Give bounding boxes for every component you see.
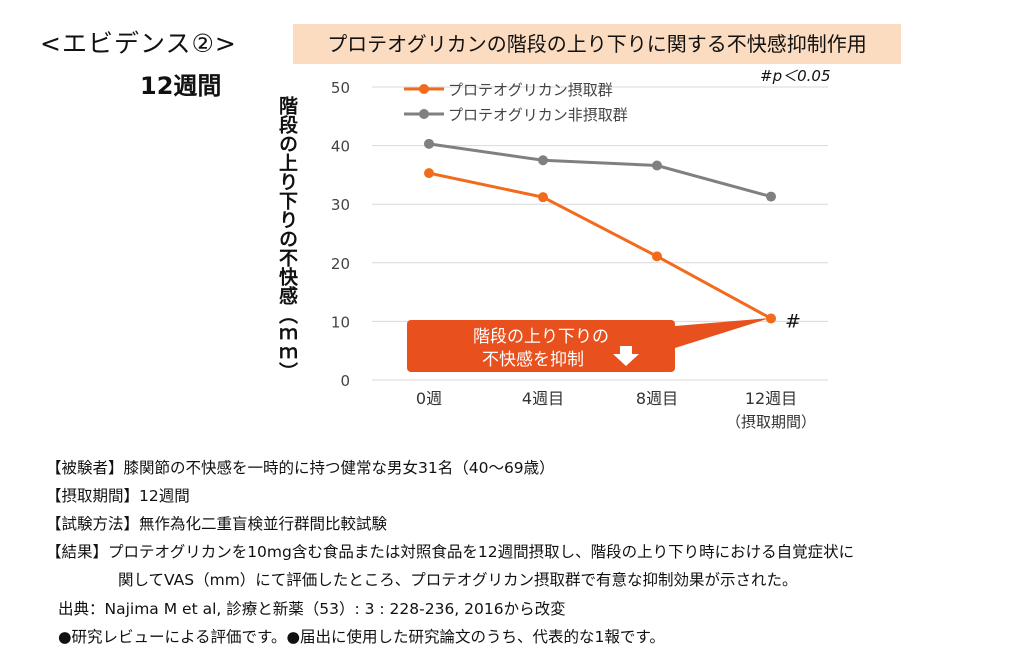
note-intake-period: 【摂取期間】12週間	[46, 487, 190, 505]
data-point	[652, 160, 662, 171]
note-source: 出典：Najima M et al, 診療と新薬（53）: 3 : 228-23…	[58, 600, 566, 618]
y-tick-label: 40	[331, 138, 350, 156]
note-result-line2: 関してVAS（mm）にて評価したところ、プロテオグリカン摂取群で有意な抑制効果が…	[118, 571, 798, 589]
y-axis-label: 階段の上り下りの不快感（ｍｍ）	[276, 96, 298, 381]
note-method: 【試験方法】無作為化二重盲検並行群間比較試験	[46, 515, 388, 533]
x-tick-label: 0週	[416, 389, 442, 408]
data-point	[766, 191, 776, 202]
significance-mark: #	[785, 310, 801, 332]
y-tick-label: 10	[331, 313, 350, 331]
evidence-heading: <エビデンス②>	[40, 29, 237, 58]
data-point	[766, 313, 776, 324]
x-tick-label: 4週目	[522, 389, 564, 408]
legend-marker	[419, 109, 429, 119]
series-line	[428, 171, 772, 320]
note-result-line1: 【結果】プロテオグリカンを10mg含む食品または対照食品を12週間摂取し、階段の…	[46, 543, 855, 561]
y-tick-label: 30	[331, 196, 350, 214]
y-tick-label: 20	[331, 255, 350, 273]
series-line	[428, 142, 772, 199]
y-tick-label: 50	[331, 79, 350, 97]
callout-box	[407, 320, 675, 372]
y-tick-label: 0	[340, 372, 350, 390]
data-point	[538, 192, 548, 203]
down-arrow-icon	[613, 346, 639, 366]
callout-text-line1: 階段の上り下りの	[473, 327, 609, 347]
data-point	[538, 155, 548, 166]
x-tick-label: 12週目	[745, 389, 797, 408]
legend-marker	[419, 84, 429, 94]
chart-title: プロテオグリカンの階段の上り下りに関する不快感抑制作用	[293, 24, 901, 64]
period-label: 12週間	[140, 72, 222, 100]
x-tick-sublabel: （摂取期間）	[726, 413, 816, 431]
note-disclaimer: ●研究レビューによる評価です。●届出に使用した研究論文のうち、代表的な1報です。	[58, 628, 665, 646]
x-tick-label: 8週目	[636, 389, 678, 408]
data-point	[424, 168, 434, 179]
legend-label: プロテオグリカン非摂取群	[448, 106, 628, 124]
data-point	[424, 138, 434, 149]
legend-label: プロテオグリカン摂取群	[448, 81, 613, 99]
note-subjects: 【被験者】膝関節の不快感を一時的に持つ健常な男女31名（40～69歳）	[46, 459, 555, 477]
callout-text-line2: 不快感を抑制	[482, 350, 584, 370]
significance-note: #p＜0.05	[760, 67, 831, 85]
callout-pointer	[675, 318, 770, 348]
data-point	[652, 251, 662, 262]
